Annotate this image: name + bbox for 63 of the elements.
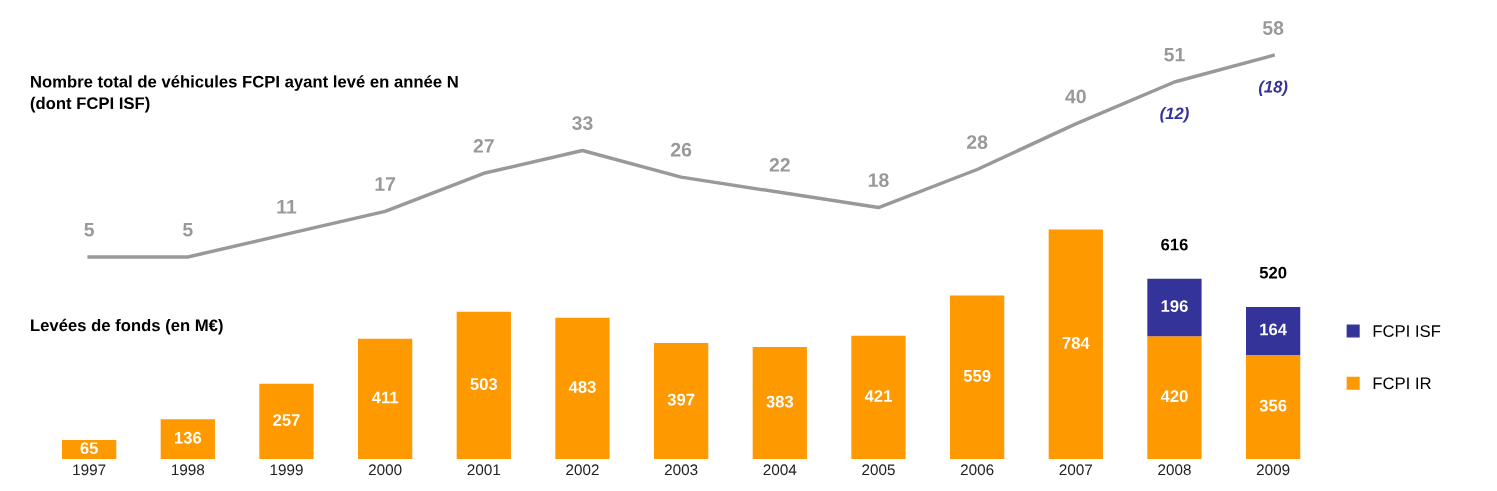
text: Nombre total de véhicules FCPI ayant levé en année N (dont FCPI ISF) <box>30 75 458 113</box>
x-tick-label: 2005 <box>862 464 895 476</box>
data-label: 58 <box>1262 21 1284 35</box>
x-tick-label: 2002 <box>566 464 599 476</box>
data-label: 383 <box>766 395 794 408</box>
text: (12) <box>1160 107 1189 123</box>
data-label: 483 <box>568 381 596 393</box>
data-label: 411 <box>371 391 399 404</box>
total-label: 616 <box>1161 238 1188 251</box>
bar <box>851 335 906 460</box>
x-tick-label: 1999 <box>270 464 303 476</box>
bar <box>1147 336 1202 460</box>
data-label: 420 <box>1160 390 1188 403</box>
data-label: 164 <box>1260 323 1287 336</box>
bar <box>950 295 1005 460</box>
legend-label: FCPI IR <box>1373 377 1431 390</box>
data-label: 257 <box>273 414 300 426</box>
x-tick-label: 1997 <box>73 464 106 476</box>
data-label: 27 <box>473 139 494 153</box>
total-label: 520 <box>1259 266 1287 279</box>
data-label: 33 <box>572 116 593 130</box>
data-label: 65 <box>80 442 98 455</box>
bar <box>259 383 314 460</box>
data-label: 18 <box>868 173 889 188</box>
bar <box>160 419 215 460</box>
data-label: 421 <box>864 390 892 402</box>
x-tick-label: 2008 <box>1158 464 1191 476</box>
bar <box>358 338 413 460</box>
bar <box>1246 306 1301 355</box>
data-label: 22 <box>769 158 790 172</box>
data-label: 28 <box>966 135 988 149</box>
x-tick-label: 2009 <box>1256 464 1290 476</box>
data-label: 40 <box>1065 89 1086 104</box>
data-label: 784 <box>1062 337 1090 349</box>
bar <box>1246 354 1301 460</box>
data-label: 559 <box>963 369 991 382</box>
x-tick-label: 1998 <box>171 464 205 476</box>
data-label: 397 <box>667 393 695 406</box>
data-label: 51 <box>1164 47 1185 62</box>
bar <box>654 342 709 460</box>
legend-label: FCPI ISF <box>1373 325 1441 337</box>
x-tick-label: 2001 <box>467 464 501 476</box>
data-label: 11 <box>277 200 297 214</box>
bar <box>1147 278 1202 337</box>
bar <box>752 346 807 460</box>
data-label: 356 <box>1259 399 1287 412</box>
bar <box>456 311 511 460</box>
x-tick-label: 2003 <box>664 464 698 476</box>
x-tick-label: 2007 <box>1059 464 1093 476</box>
data-label: 5 <box>84 222 95 237</box>
bar <box>555 317 610 460</box>
data-label: 5 <box>183 222 193 237</box>
bar <box>1048 229 1103 460</box>
x-tick-label: 2006 <box>960 464 994 476</box>
data-label: 26 <box>671 142 692 157</box>
data-label: 196 <box>1161 300 1188 312</box>
data-label: 503 <box>470 378 498 390</box>
x-tick-label: 2004 <box>763 464 797 476</box>
data-label: 17 <box>375 177 396 191</box>
data-label: 136 <box>174 431 202 444</box>
x-tick-label: 2000 <box>368 464 402 476</box>
annotation: Levées de fonds (en M€) <box>31 318 223 335</box>
text: (18) <box>1258 80 1288 96</box>
